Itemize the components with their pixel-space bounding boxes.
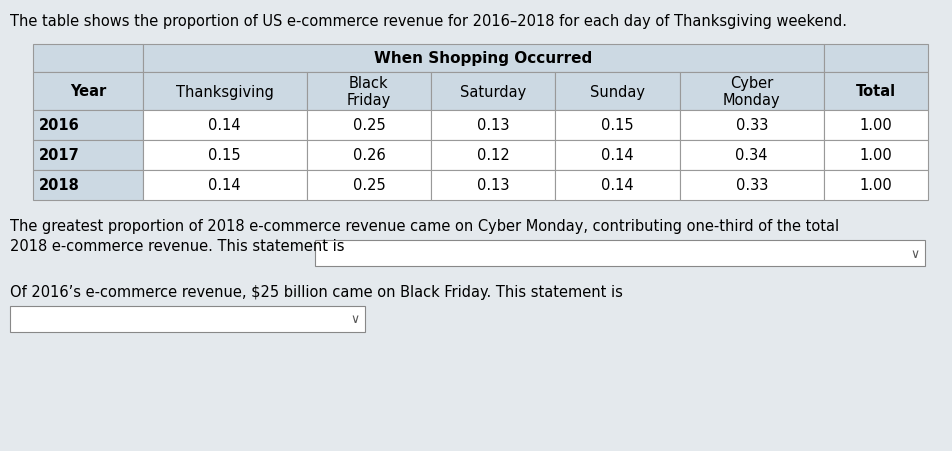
Text: 0.33: 0.33 [736, 118, 768, 133]
Bar [143, 45, 823, 73]
Bar [555, 170, 680, 201]
Bar [33, 170, 143, 201]
Bar [33, 141, 143, 170]
Text: 1.00: 1.00 [860, 118, 892, 133]
Text: ∨: ∨ [910, 247, 920, 260]
Bar [307, 141, 431, 170]
Text: 0.25: 0.25 [352, 178, 386, 193]
Bar [33, 45, 143, 73]
Text: Saturday: Saturday [460, 84, 526, 99]
Bar [555, 111, 680, 141]
Bar [555, 73, 680, 111]
Text: 2017: 2017 [39, 148, 80, 163]
Bar [680, 73, 823, 111]
Bar [33, 73, 143, 111]
Bar [680, 170, 823, 201]
Text: Sunday: Sunday [590, 84, 645, 99]
Text: When Shopping Occurred: When Shopping Occurred [374, 51, 592, 66]
Bar [680, 111, 823, 141]
Text: 0.34: 0.34 [736, 148, 768, 163]
Text: Year: Year [69, 84, 106, 99]
Bar [431, 73, 555, 111]
Text: Black
Friday: Black Friday [347, 76, 391, 108]
Bar [680, 141, 823, 170]
Text: 0.13: 0.13 [477, 178, 509, 193]
Text: 0.15: 0.15 [208, 148, 241, 163]
Bar [823, 170, 928, 201]
Text: 0.15: 0.15 [601, 118, 634, 133]
Bar [431, 111, 555, 141]
Bar [143, 111, 307, 141]
Bar [823, 141, 928, 170]
Text: 0.14: 0.14 [601, 148, 634, 163]
Bar [823, 73, 928, 111]
Text: 0.14: 0.14 [208, 118, 241, 133]
Text: Of 2016’s e-commerce revenue, $25 billion came on Black Friday. This statement i: Of 2016’s e-commerce revenue, $25 billio… [10, 285, 623, 299]
Text: 1.00: 1.00 [860, 178, 892, 193]
Text: Cyber
Monday: Cyber Monday [723, 76, 781, 108]
Text: ∨: ∨ [350, 313, 360, 326]
Text: 0.25: 0.25 [352, 118, 386, 133]
Text: 0.26: 0.26 [352, 148, 386, 163]
Bar [307, 111, 431, 141]
Bar [10, 306, 365, 332]
Text: 2018: 2018 [39, 178, 80, 193]
Bar [307, 170, 431, 201]
Bar [33, 111, 143, 141]
Bar [823, 45, 928, 73]
Text: The table shows the proportion of US e-commerce revenue for 2016–2018 for each d: The table shows the proportion of US e-c… [10, 14, 847, 29]
Bar [307, 73, 431, 111]
Text: 0.13: 0.13 [477, 118, 509, 133]
Text: 2016: 2016 [39, 118, 80, 133]
Text: 2018 e-commerce revenue. This statement is: 2018 e-commerce revenue. This statement … [10, 239, 345, 253]
Bar [555, 141, 680, 170]
Text: 0.33: 0.33 [736, 178, 768, 193]
Text: The greatest proportion of 2018 e-commerce revenue came on Cyber Monday, contrib: The greatest proportion of 2018 e-commer… [10, 219, 839, 234]
Text: 0.12: 0.12 [477, 148, 509, 163]
Bar [143, 73, 307, 111]
Text: Total: Total [856, 84, 896, 99]
Bar [823, 111, 928, 141]
Bar [143, 170, 307, 201]
Text: 1.00: 1.00 [860, 148, 892, 163]
Text: Thanksgiving: Thanksgiving [176, 84, 273, 99]
Text: 0.14: 0.14 [601, 178, 634, 193]
Text: 0.14: 0.14 [208, 178, 241, 193]
Bar [143, 141, 307, 170]
Bar [431, 141, 555, 170]
Bar [431, 170, 555, 201]
Bar [315, 240, 925, 267]
